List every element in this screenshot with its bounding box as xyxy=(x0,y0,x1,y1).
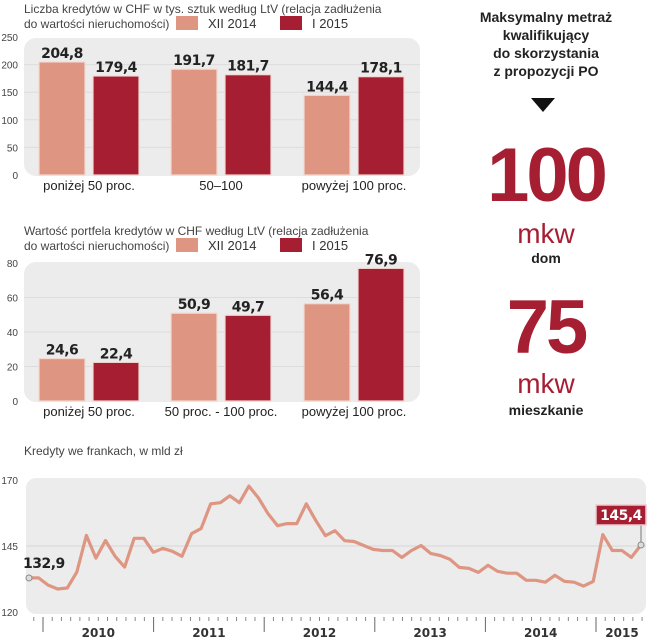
bar-value-label: 22,4 xyxy=(100,346,133,362)
stat-apartment: 75 mkw mieszkanie xyxy=(440,285,652,419)
category-label: powyżej 100 proc. xyxy=(302,404,407,419)
side-heading-line: z propozycji PO xyxy=(493,63,599,79)
stat-house-unit: mkw xyxy=(517,218,575,249)
y-tick-label: 250 xyxy=(1,33,18,44)
legend-swatch-i-2015 xyxy=(280,16,302,30)
bar-chart-portfolio-value: Wartość portfela kredytów w CHF według L… xyxy=(7,224,420,419)
y-tick-label: 170 xyxy=(1,476,18,487)
category-label: 50–100 xyxy=(199,178,242,193)
bar-i-2015 xyxy=(92,361,140,402)
bar-value-label: 144,4 xyxy=(306,79,349,95)
legend-swatch-xii-2014 xyxy=(176,16,198,30)
first-point-label: 132,9 xyxy=(23,556,65,572)
bar-xii-2014 xyxy=(303,303,351,402)
last-point-marker xyxy=(637,541,645,549)
bar-value-label: 178,1 xyxy=(360,61,402,77)
bar-chart-loan-count: Liczba kredytów w CHF w tys. sztuk wedłu… xyxy=(1,2,420,193)
stat-house-value: 100 xyxy=(487,133,608,218)
bar-i-2015 xyxy=(224,74,272,176)
legend-label-xii-2014: XII 2014 xyxy=(208,238,256,253)
bar-value-label: 204,8 xyxy=(41,46,83,62)
y-tick-label: 120 xyxy=(1,608,18,619)
y-tick-label: 145 xyxy=(1,542,18,553)
side-heading-line: kwalifikujący xyxy=(502,27,590,43)
chart1-title-line1: Liczba kredytów w CHF w tys. sztuk wedłu… xyxy=(24,2,382,16)
stat-apartment-unit: mkw xyxy=(517,368,575,399)
bar-value-label: 56,4 xyxy=(311,288,344,304)
y-tick-label: 150 xyxy=(1,88,18,99)
year-label: 2015 xyxy=(605,626,638,640)
last-point-label: 145,4 xyxy=(600,508,643,524)
chart3-title: Kredyty we frankach, w mld zł xyxy=(24,444,183,458)
bar-value-label: 179,4 xyxy=(95,60,138,76)
bar-xii-2014 xyxy=(170,68,218,176)
y-tick-label: 80 xyxy=(7,259,19,270)
category-label: poniżej 50 proc. xyxy=(43,404,135,419)
stat-apartment-label: mieszkanie xyxy=(508,402,584,418)
legend-label-i-2015: I 2015 xyxy=(312,16,348,31)
y-tick-label: 0 xyxy=(12,397,18,408)
bar-value-label: 49,7 xyxy=(232,299,265,315)
y-tick-label: 100 xyxy=(1,116,18,127)
year-label: 2010 xyxy=(82,626,115,640)
year-label: 2012 xyxy=(303,626,336,640)
y-tick-label: 50 xyxy=(7,143,19,154)
bar-value-label: 76,9 xyxy=(365,252,398,268)
last-point-badge xyxy=(595,504,647,526)
bar-xii-2014 xyxy=(170,312,218,402)
y-tick-label: 40 xyxy=(7,328,19,339)
category-label: 50 proc. - 100 proc. xyxy=(165,404,278,419)
bar-value-label: 24,6 xyxy=(46,343,79,359)
side-heading: Maksymalny metraż kwalifikujący do skorz… xyxy=(440,8,652,80)
stat-apartment-value: 75 xyxy=(506,285,589,370)
y-tick-label: 0 xyxy=(12,171,18,182)
y-tick-label: 60 xyxy=(7,294,19,305)
down-triangle-icon xyxy=(531,98,555,112)
bar-i-2015 xyxy=(92,75,140,176)
first-point-marker xyxy=(25,574,33,582)
chart1-title-line2: do wartości nieruchomości) xyxy=(24,17,169,31)
legend-swatch-i-2015 xyxy=(280,238,302,252)
legend-label-i-2015: I 2015 xyxy=(312,238,348,253)
bar-value-label: 181,7 xyxy=(227,59,269,75)
bar-i-2015 xyxy=(224,314,272,402)
bar-xii-2014 xyxy=(38,357,86,402)
bar-i-2015 xyxy=(357,267,405,402)
y-tick-label: 20 xyxy=(7,363,19,374)
bar-i-2015 xyxy=(357,76,405,176)
bar-value-label: 191,7 xyxy=(173,53,215,69)
legend-swatch-xii-2014 xyxy=(176,238,198,252)
chart2-title-line2: do wartości nieruchomości) xyxy=(24,239,169,253)
legend-label-xii-2014: XII 2014 xyxy=(208,16,256,31)
chart2-title-line1: Wartość portfela kredytów w CHF według L… xyxy=(24,224,369,238)
year-label: 2011 xyxy=(192,626,225,640)
category-label: powyżej 100 proc. xyxy=(302,178,407,193)
bar-xii-2014 xyxy=(303,94,351,176)
y-tick-label: 200 xyxy=(1,61,18,72)
year-label: 2013 xyxy=(413,626,446,640)
category-label: poniżej 50 proc. xyxy=(43,178,135,193)
year-label: 2014 xyxy=(524,626,557,640)
side-heading-line: do skorzystania xyxy=(493,45,599,61)
stat-house-label: dom xyxy=(531,250,561,266)
bar-value-label: 50,9 xyxy=(178,297,211,313)
line-series-chf-loans xyxy=(27,484,643,591)
stat-house: 100 mkw dom xyxy=(440,133,652,267)
line-chart-chf-loans: Kredyty we frankach, w mld zł 120145170 … xyxy=(1,444,647,640)
bar-xii-2014 xyxy=(38,61,86,176)
side-heading-line: Maksymalny metraż xyxy=(479,9,613,25)
